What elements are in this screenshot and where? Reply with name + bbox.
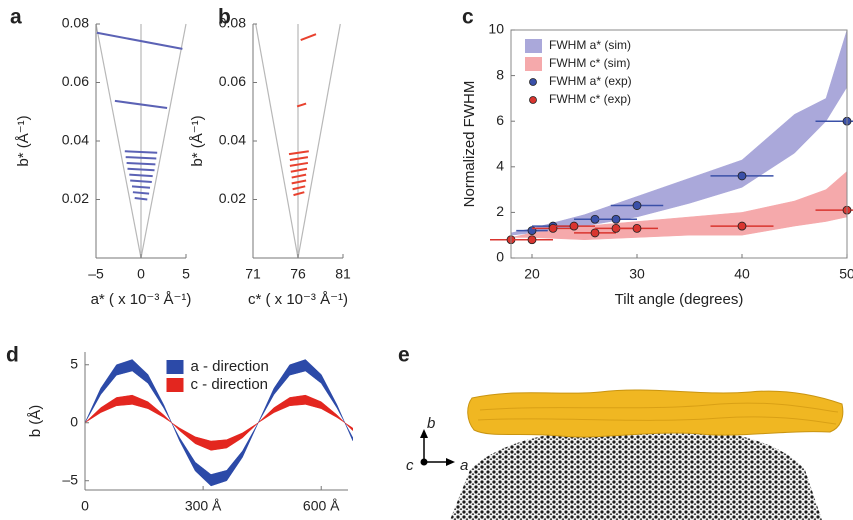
legend-swatch: [525, 57, 542, 71]
y-tick-label: 6: [496, 112, 504, 128]
y-tick-label: 0.04: [219, 132, 246, 148]
y-tick-label: 2: [496, 203, 504, 219]
x-tick-label: 5: [182, 266, 190, 282]
y-tick-label: 0.02: [62, 190, 89, 206]
y-axis-title: b* (Å⁻¹): [15, 115, 32, 166]
segment: [293, 191, 305, 197]
x-axis-title: a* ( x 10⁻³ Å⁻¹): [91, 291, 192, 308]
surface-layer: [467, 389, 844, 438]
y-tick-label: 10: [488, 21, 504, 37]
panel-letter: d: [6, 344, 19, 367]
legend-label: FWHM c* (exp): [549, 92, 631, 106]
legend-swatch: [166, 378, 184, 392]
segment: [289, 156, 309, 161]
y-axis-title: b (Å): [27, 405, 44, 438]
legend-label: FWHM c* (sim): [549, 56, 630, 70]
x-tick-label: –5: [88, 266, 104, 282]
arrow-head: [420, 429, 428, 438]
point: [632, 201, 642, 210]
x-tick-label: 0: [137, 266, 145, 282]
segment: [290, 167, 308, 173]
axis-dot: [420, 458, 428, 466]
segment: [134, 197, 148, 201]
x-axis-title: Tilt angle (degrees): [615, 291, 744, 308]
band: [84, 359, 353, 487]
panel-letter: e: [398, 344, 410, 367]
legend-marker: [529, 96, 537, 104]
panel-letter: a: [10, 6, 22, 29]
plot-frame: [510, 29, 848, 259]
segment: [114, 99, 168, 109]
segment: [132, 191, 150, 195]
x-tick-label: 50: [839, 266, 853, 282]
point: [611, 214, 621, 224]
panel-letter: b: [218, 6, 231, 29]
x-tick-label: 40: [734, 266, 750, 282]
point: [527, 235, 537, 245]
y-tick-label: 8: [496, 66, 504, 82]
segment: [125, 156, 157, 160]
y-tick-label: 0.08: [62, 15, 89, 31]
x-axis-title: c* ( x 10⁻³ Å⁻¹): [248, 291, 348, 308]
arrow-head: [446, 458, 455, 466]
y-tick-label: 0.06: [62, 73, 89, 89]
x-tick-label: 0: [81, 498, 89, 514]
axis-label: a: [460, 457, 468, 474]
segment: [292, 185, 306, 191]
segment: [127, 167, 155, 172]
panel-letter: c: [462, 6, 474, 29]
point: [632, 223, 642, 233]
segment: [291, 179, 307, 185]
legend-label: FWHM a* (exp): [549, 74, 632, 88]
surface-texture: [477, 402, 839, 425]
point: [569, 221, 579, 231]
segment: [296, 102, 307, 108]
point: [737, 171, 747, 181]
y-tick-label: 4: [496, 158, 504, 174]
x-tick-label: 20: [524, 266, 540, 282]
segment: [130, 179, 152, 183]
segment: [96, 31, 183, 50]
y-tick-label: 0.06: [219, 73, 246, 89]
segment: [129, 173, 153, 178]
legend-label: c - direction: [191, 376, 269, 393]
panel-e: e b c a: [398, 344, 844, 520]
y-tick-label: 0: [496, 249, 504, 265]
legend-swatch: [166, 360, 184, 374]
legend-swatch: [525, 39, 542, 53]
x-tick-label: 600 Å: [303, 498, 340, 514]
y-tick-label: 0: [70, 413, 78, 429]
segment: [124, 150, 158, 154]
y-tick-label: 0.02: [219, 190, 246, 206]
lattice-region: [450, 426, 822, 520]
y-axis-title: Normalized FWHM: [461, 81, 478, 208]
axis-label: b: [427, 415, 435, 432]
y-tick-label: 0.08: [219, 15, 246, 31]
x-tick-label: 300 Å: [185, 498, 222, 514]
legend-label: FWHM a* (sim): [549, 38, 631, 52]
x-tick-label: 71: [245, 266, 261, 282]
segment: [126, 161, 156, 166]
point: [590, 228, 600, 238]
segment: [288, 150, 309, 156]
y-axis-title: b* (Å⁻¹): [189, 115, 206, 166]
x-tick-label: 76: [290, 266, 306, 282]
segment: [291, 173, 307, 179]
legend-marker: [529, 78, 537, 86]
x-tick-label: 81: [335, 266, 351, 282]
band: [84, 394, 353, 451]
segment: [289, 161, 309, 167]
axis-label: c: [406, 457, 414, 474]
y-tick-label: 5: [70, 355, 78, 371]
y-tick-label: 0.04: [62, 132, 89, 148]
segment: [300, 33, 317, 42]
point: [737, 221, 747, 231]
y-tick-label: –5: [62, 471, 78, 487]
legend-label: a - direction: [191, 358, 269, 375]
x-tick-label: 30: [629, 266, 645, 282]
segment: [131, 185, 151, 189]
